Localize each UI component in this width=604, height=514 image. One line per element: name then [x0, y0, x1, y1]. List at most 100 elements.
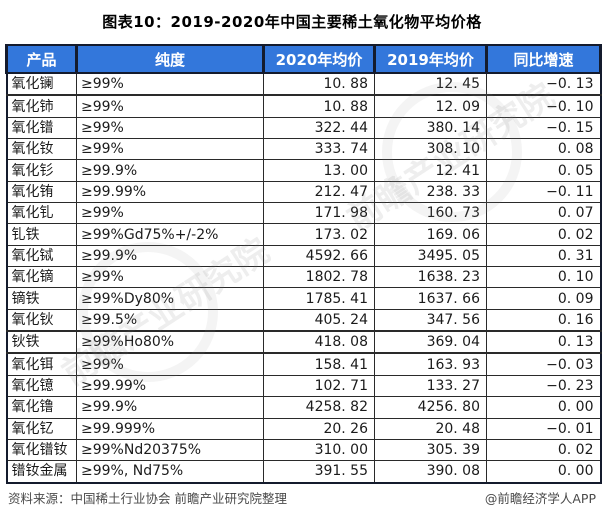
product-cell: 氧化铕 — [6, 180, 77, 204]
page-title: 图表10：2019-2020年中国主要稀土氧化物平均价格 — [102, 13, 482, 31]
price-2020-cell: 1785. 41 — [263, 287, 375, 310]
price-2020-cell: 310. 00 — [263, 438, 375, 462]
brand-credit: @前瞻经济学人APP — [484, 491, 596, 506]
price-2020-cell: 20. 26 — [263, 417, 375, 440]
product-cell: 氧化镝 — [6, 266, 77, 289]
price-2019-cell: 238. 33 — [374, 180, 487, 204]
product-cell: 氧化镧 — [6, 72, 77, 97]
purity-cell: ≥99% — [76, 138, 264, 161]
price-2019-cell: 380. 14 — [374, 116, 487, 140]
purity-cell: ≥99.9% — [76, 244, 264, 268]
purity-cell: ≥99% — [76, 116, 264, 140]
product-cell: 氧化铽 — [6, 244, 77, 268]
price-2020-cell: 4258. 82 — [263, 396, 375, 419]
purity-cell: ≥99.5% — [76, 308, 264, 333]
column-header-yoy: 同比增速 — [485, 44, 602, 74]
yoy-cell: 0. 13 — [486, 330, 601, 355]
price-2019-cell: 369. 04 — [374, 330, 487, 355]
table-row: 氧化铽 ≥99.9% 4592. 66 3495. 05 0. 31 — [6, 244, 601, 268]
price-2020-cell: 4592. 66 — [263, 244, 375, 268]
table-row: 镝铁 ≥99%Dy80% 1785. 41 1637. 66 0. 09 — [6, 287, 601, 310]
footer: 资料来源：中国稀土行业协会 前瞻产业研究院整理 @前瞻经济学人APP — [8, 488, 596, 507]
table-row: 氧化铈 ≥99% 10. 88 12. 09 −0. 10 — [6, 94, 601, 118]
table-row: 氧化钕 ≥99% 333. 74 308. 10 0. 08 — [6, 138, 601, 161]
price-2019-cell: 160. 73 — [374, 202, 487, 225]
purity-cell: ≥99%, Nd75% — [76, 460, 264, 484]
product-cell: 氧化钇 — [6, 417, 77, 440]
price-2020-cell: 1802. 78 — [263, 266, 375, 289]
column-header-purity: 纯度 — [75, 44, 265, 74]
purity-cell: ≥99.999% — [76, 417, 264, 440]
purity-cell: ≥99% — [76, 202, 264, 225]
yoy-cell: 0. 07 — [486, 202, 601, 225]
column-header-2020-price: 2020年均价 — [262, 44, 376, 74]
price-2020-cell: 418. 08 — [263, 330, 375, 355]
price-2019-cell: 133. 27 — [374, 374, 487, 398]
table-row: 氧化镧 ≥99% 10. 88 12. 45 −0. 13 — [6, 72, 601, 97]
yoy-cell: 0. 02 — [486, 438, 601, 462]
table-row: 镨钕金属 ≥99%, Nd75% 391. 55 390. 08 0. 00 — [6, 460, 601, 484]
table-row: 氧化镝 ≥99% 1802. 78 1638. 23 0. 10 — [6, 266, 601, 289]
purity-cell: ≥99% — [76, 94, 264, 118]
table-row: 氧化钐 ≥99.9% 13. 00 12. 41 0. 05 — [6, 159, 601, 182]
product-cell: 氧化镨 — [6, 116, 77, 140]
product-cell: 氧化镥 — [6, 396, 77, 419]
table-row: 氧化钬 ≥99.5% 405. 24 347. 56 0. 16 — [6, 308, 601, 333]
yoy-cell: 0. 00 — [486, 460, 601, 484]
purity-cell: ≥99% — [76, 72, 264, 97]
product-cell: 氧化镨钕 — [6, 438, 77, 462]
price-2019-cell: 308. 10 — [374, 138, 487, 161]
yoy-cell: −0. 11 — [486, 180, 601, 204]
product-cell: 氧化铒 — [6, 352, 77, 376]
price-2019-cell: 3495. 05 — [374, 244, 487, 268]
price-2020-cell: 13. 00 — [263, 159, 375, 182]
price-2020-cell: 158. 41 — [263, 352, 375, 376]
yoy-cell: −0. 10 — [486, 94, 601, 118]
table-row: 氧化镱 ≥99.99% 102. 71 133. 27 −0. 23 — [6, 374, 601, 398]
product-cell: 镝铁 — [6, 287, 77, 310]
price-2020-cell: 322. 44 — [263, 116, 375, 140]
price-2020-cell: 10. 88 — [263, 94, 375, 118]
yoy-cell: 0. 31 — [486, 244, 601, 268]
table-row: 氧化铒 ≥99% 158. 41 163. 93 −0. 03 — [6, 352, 601, 376]
yoy-cell: 0. 09 — [486, 287, 601, 310]
table-row: 氧化钇 ≥99.999% 20. 26 20. 48 −0. 01 — [6, 417, 601, 440]
table-body: 氧化镧 ≥99% 10. 88 12. 45 −0. 13 氧化铈 ≥99% 10. 88 12… — [6, 72, 601, 484]
table-row: 钆铁 ≥99%Gd75%+/-2% 173. 02 169. 06 0. 02 — [6, 223, 601, 246]
price-2019-cell: 12. 45 — [374, 72, 487, 97]
price-2020-cell: 10. 88 — [263, 72, 375, 97]
purity-cell: ≥99.9% — [76, 159, 264, 182]
price-2019-cell: 20. 48 — [374, 417, 487, 440]
column-header-product: 产品 — [5, 44, 78, 74]
yoy-cell: 0. 08 — [486, 138, 601, 161]
price-2019-cell: 169. 06 — [374, 223, 487, 246]
price-2020-cell: 173. 02 — [263, 223, 375, 246]
table-row: 氧化钆 ≥99% 171. 98 160. 73 0. 07 — [6, 202, 601, 225]
yoy-cell: 0. 00 — [486, 396, 601, 419]
price-2020-cell: 212. 47 — [263, 180, 375, 204]
yoy-cell: −0. 13 — [486, 72, 601, 97]
product-cell: 钬铁 — [6, 330, 77, 355]
price-2019-cell: 1637. 66 — [374, 287, 487, 310]
product-cell: 氧化钆 — [6, 202, 77, 225]
purity-cell: ≥99% — [76, 266, 264, 289]
yoy-cell: −0. 01 — [486, 417, 601, 440]
column-header-2019-price: 2019年均价 — [373, 44, 488, 74]
table-row: 氧化镨钕 ≥99%Nd20375% 310. 00 305. 39 0. 02 — [6, 438, 601, 462]
price-2019-cell: 390. 08 — [374, 460, 487, 484]
product-cell: 氧化钬 — [6, 308, 77, 333]
yoy-cell: 0. 10 — [486, 266, 601, 289]
table-row: 氧化铕 ≥99.99% 212. 47 238. 33 −0. 11 — [6, 180, 601, 204]
purity-cell: ≥99.99% — [76, 180, 264, 204]
price-2020-cell: 102. 71 — [263, 374, 375, 398]
product-cell: 氧化镱 — [6, 374, 77, 398]
price-2019-cell: 163. 93 — [374, 352, 487, 376]
price-2019-cell: 4256. 80 — [374, 396, 487, 419]
price-table: 产品 纯度 2020年均价 2019年均价 同比增速 氧化镧 ≥99% 10. 88… — [5, 44, 602, 484]
price-2020-cell: 171. 98 — [263, 202, 375, 225]
table-row: 氧化镨 ≥99% 322. 44 380. 14 −0. 15 — [6, 116, 601, 140]
price-table-container: 产品 纯度 2020年均价 2019年均价 同比增速 氧化镧 ≥99% 10. 88… — [5, 44, 602, 484]
price-2019-cell: 12. 41 — [374, 159, 487, 182]
purity-cell: ≥99%Ho80% — [76, 330, 264, 355]
purity-cell: ≥99% — [76, 352, 264, 376]
